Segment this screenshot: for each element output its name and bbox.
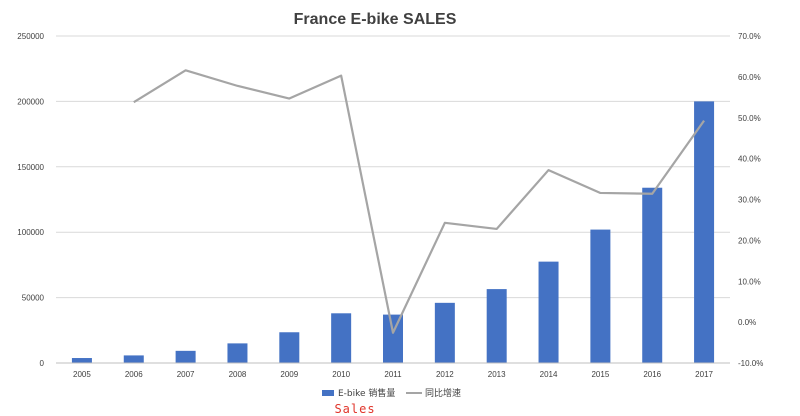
bar (538, 261, 559, 363)
y-left-tick-label: 50000 (22, 294, 45, 303)
y-left-tick-label: 150000 (17, 163, 44, 172)
bar (486, 289, 507, 363)
x-tick-label: 2014 (540, 370, 558, 379)
right-axis-ticks: -10.0% 0.0% 10.0% 20.0% 30.0% 40.0% 50.0% 60.0%… (738, 32, 763, 368)
y-right-tick-label: 10.0% (738, 277, 761, 286)
y-left-tick-label: 100000 (17, 228, 44, 237)
bar (694, 101, 715, 364)
chart-title: France E-bike SALES (294, 11, 457, 28)
bar (383, 314, 403, 363)
bar (590, 229, 611, 363)
y-right-tick-label: 30.0% (738, 196, 761, 205)
bar (279, 332, 300, 363)
gridlines (56, 35, 730, 364)
bar-series (71, 101, 715, 364)
x-tick-label: 2010 (332, 370, 350, 379)
bar (227, 343, 248, 363)
x-tick-label: 2006 (125, 370, 143, 379)
y-right-tick-label: 40.0% (738, 155, 761, 164)
x-tick-label: 2005 (73, 370, 91, 379)
x-tick-label: 2012 (436, 370, 454, 379)
x-tick-label: 2013 (488, 370, 506, 379)
legend-bar-label: E-bike 销售量 (338, 387, 395, 399)
bar (123, 355, 144, 363)
bar (71, 358, 92, 363)
left-axis-ticks: 0 50000 100000 150000 200000 250000 (17, 32, 44, 368)
growth-line (133, 69, 705, 334)
line-series (133, 69, 705, 334)
x-tick-label: 2009 (280, 370, 298, 379)
y-left-tick-label: 200000 (17, 97, 44, 106)
x-tick-label: 2016 (643, 370, 661, 379)
bar (434, 302, 455, 363)
x-tick-label: 2015 (591, 370, 609, 379)
bar (175, 350, 196, 363)
x-tick-label: 2007 (177, 370, 195, 379)
x-axis-ticks: 2005 2006 2007 2008 2009 2010 2011 2012 2013 2014… (56, 362, 730, 379)
legend-bar-swatch (322, 390, 334, 396)
legend: E-bike 销售量 同比增速 (322, 387, 461, 399)
x-tick-label: 2008 (229, 370, 247, 379)
y-right-tick-label: 20.0% (738, 236, 761, 245)
legend-line-label: 同比增速 (425, 387, 461, 399)
x-tick-label: 2017 (695, 370, 713, 379)
y-right-tick-label: -10.0% (738, 359, 763, 368)
y-right-tick-label: 60.0% (738, 73, 761, 82)
y-right-tick-label: 70.0% (738, 32, 761, 41)
y-right-tick-label: 50.0% (738, 114, 761, 123)
y-left-tick-label: 250000 (17, 32, 44, 41)
y-left-tick-label: 0 (40, 359, 45, 368)
bar (642, 187, 663, 363)
y-right-tick-label: 0.0% (738, 318, 756, 327)
caption: Sales (334, 402, 376, 416)
x-tick-label: 2011 (384, 370, 402, 379)
bar (331, 313, 352, 363)
